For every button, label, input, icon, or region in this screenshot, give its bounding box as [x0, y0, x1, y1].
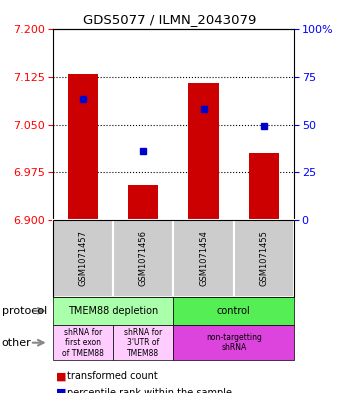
Text: shRNA for
3'UTR of
TMEM88: shRNA for 3'UTR of TMEM88 — [124, 328, 163, 358]
Bar — [128, 185, 158, 220]
Bar — [249, 153, 279, 220]
Bar — [68, 74, 98, 220]
Text: protocol: protocol — [2, 306, 47, 316]
Text: ■: ■ — [56, 388, 67, 393]
Text: shRNA for
first exon
of TMEM88: shRNA for first exon of TMEM88 — [62, 328, 104, 358]
Text: other: other — [2, 338, 31, 348]
Text: GSM1071455: GSM1071455 — [259, 230, 268, 286]
Text: non-targetting
shRNA: non-targetting shRNA — [206, 333, 262, 353]
Text: percentile rank within the sample: percentile rank within the sample — [67, 388, 232, 393]
Text: TMEM88 depletion: TMEM88 depletion — [68, 306, 158, 316]
Text: control: control — [217, 306, 251, 316]
Text: GSM1071454: GSM1071454 — [199, 230, 208, 286]
Text: GSM1071456: GSM1071456 — [139, 230, 148, 286]
Text: GDS5077 / ILMN_2043079: GDS5077 / ILMN_2043079 — [83, 13, 257, 26]
Text: GSM1071457: GSM1071457 — [79, 230, 87, 286]
Bar — [188, 83, 219, 220]
Text: transformed count: transformed count — [67, 371, 158, 381]
Text: ■: ■ — [56, 371, 67, 381]
